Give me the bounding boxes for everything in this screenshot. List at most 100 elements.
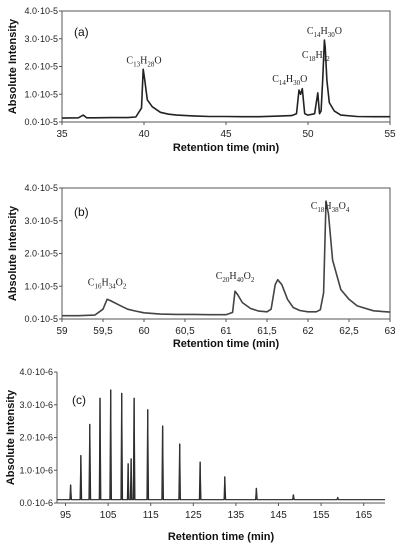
formula-part: H [286, 74, 293, 85]
x-tick-label-c: 105 [100, 510, 117, 521]
x-tick-label-b: 59,5 [93, 326, 113, 337]
peak-annotation-a: C13H28O [126, 55, 161, 68]
x-tick-label-a: 35 [56, 129, 68, 140]
y-tick-label-c: 2.0·10-6 [19, 433, 53, 443]
formula-part: O [116, 277, 123, 288]
y-tick-label-c: 3.0·10-6 [19, 400, 53, 410]
peak-annotation-b: C18H38O4 [311, 201, 350, 214]
y-tick-label-a: 4.0·10-5 [24, 6, 58, 16]
y-tick-label-a: 3.0·10-5 [24, 34, 58, 44]
formula-part: 34 [109, 282, 117, 290]
formula-part: H [140, 55, 147, 66]
peak-annotation-b: C20H40O2 [216, 271, 255, 284]
x-tick-label-a: 45 [220, 129, 232, 140]
x-tick-label-b: 60,5 [175, 326, 195, 337]
formula-part: 4 [346, 206, 350, 214]
formula-part: 40 [237, 276, 245, 284]
x-tick-label-b: 61 [220, 326, 232, 337]
y-tick-label-a: 0.0·10-5 [24, 117, 58, 127]
y-axis-label-c: Absolute Intensity [5, 389, 17, 485]
x-axis-label-c: Retention time (min) [168, 531, 275, 543]
formula-part: 2 [123, 282, 127, 290]
y-tick-label-a: 2.0·10-5 [24, 62, 58, 72]
x-tick-label-c: 145 [270, 510, 287, 521]
formula-part: 38 [332, 206, 340, 214]
formula-part: 30 [328, 31, 336, 39]
panel-label-a: (a) [74, 25, 89, 39]
formula-part: O [244, 271, 251, 282]
formula-part: 16 [94, 282, 102, 290]
x-tick-label-b: 62,5 [339, 326, 359, 337]
peak-annotation-b: C16H34O2 [88, 277, 127, 290]
formula-part: 14 [314, 31, 322, 39]
y-tick-label-b: 0.0·10-5 [24, 314, 58, 324]
x-axis-label-b: Retention time (min) [173, 338, 280, 350]
x-tick-label-a: 50 [302, 129, 314, 140]
y-tick-label-c: 1.0·10-6 [19, 465, 53, 475]
chart-b-svg: 0.0·10-5 1.0·10-5 2.0·10-5 3.0·10-5 4.0·10-5… [7, 183, 396, 350]
formula-part: C [307, 26, 314, 37]
chart-panel-b: 0.0·10-5 1.0·10-5 2.0·10-5 3.0·10-5 4.0·10-5… [0, 182, 402, 364]
formula-part: 18 [317, 206, 325, 214]
y-tick-label-b: 4.0·10-5 [24, 183, 58, 193]
formula-part: 13 [133, 60, 141, 68]
panel-label-b: (b) [74, 205, 89, 219]
data-trace-a [61, 39, 390, 119]
panel-label-c: (c) [72, 393, 86, 407]
peak-annotation-a: C18H22 [302, 50, 330, 63]
formula-part: 18 [309, 55, 317, 63]
formula-part: C [126, 55, 133, 66]
formula-part: 28 [147, 60, 155, 68]
y-tick-label-c: 0.0·10-6 [19, 498, 53, 508]
peak-annotation-a: C14H30O [307, 26, 342, 39]
y-tick-label-b: 3.0·10-5 [24, 216, 58, 226]
formula-part: 20 [222, 276, 230, 284]
x-axis-label-a: Retention time (min) [173, 142, 280, 154]
formula-part: 30 [293, 79, 301, 87]
x-tick-label-b: 59 [56, 326, 68, 337]
formula-part: C [302, 50, 309, 61]
formula-part: H [316, 50, 323, 61]
y-tick-label-b: 1.0·10-5 [24, 281, 58, 291]
y-axis-label-b: Absolute Intensity [7, 205, 19, 301]
peak-annotation-a: C14H30O [272, 74, 307, 87]
formula-part: O [154, 55, 161, 66]
formula-part: 22 [323, 55, 331, 63]
formula-part: H [101, 277, 108, 288]
formula-part: H [321, 26, 328, 37]
x-tick-label-c: 165 [355, 510, 372, 521]
data-trace-b [62, 200, 391, 317]
chart-c-svg: 0.0·10-6 1.0·10-6 2.0·10-6 3.0·10-6 4.0·10-6… [5, 367, 385, 543]
x-tick-label-a: 40 [138, 129, 150, 140]
formula-part: C [88, 277, 95, 288]
x-tick-label-c: 155 [313, 510, 330, 521]
x-tick-label-c: 115 [143, 510, 159, 521]
formula-part: O [339, 201, 346, 212]
y-tick-label-b: 2.0·10-5 [24, 249, 58, 259]
x-tick-label-c: 125 [185, 510, 202, 521]
chart-panel-a: 0.0·10-5 1.0·10-5 2.0·10-5 3.0·10-5 4.0·10-5… [0, 0, 402, 180]
formula-part: C [272, 74, 279, 85]
y-tick-label-a: 1.0·10-5 [24, 89, 58, 99]
formula-part: H [324, 201, 331, 212]
formula-part: C [216, 271, 223, 282]
data-trace-c [57, 389, 385, 501]
x-tick-label-b: 61,5 [257, 326, 277, 337]
x-tick-label-b: 62 [302, 326, 314, 337]
x-tick-label-a: 55 [384, 129, 396, 140]
formula-part: O [300, 74, 307, 85]
formula-part: 2 [251, 276, 255, 284]
formula-part: O [335, 26, 342, 37]
chart-a-svg: 0.0·10-5 1.0·10-5 2.0·10-5 3.0·10-5 4.0·10-5… [7, 6, 396, 154]
formula-part: C [311, 201, 318, 212]
x-tick-label-b: 60 [138, 326, 150, 337]
x-tick-label-c: 95 [60, 510, 72, 521]
y-axis-label-a: Absolute Intensity [7, 18, 19, 114]
chart-panel-c: 0.0·10-6 1.0·10-6 2.0·10-6 3.0·10-6 4.0·10-6… [0, 366, 402, 550]
formula-part: 14 [279, 79, 287, 87]
y-tick-label-c: 4.0·10-6 [19, 367, 53, 377]
formula-part: H [229, 271, 236, 282]
x-tick-label-b: 63 [384, 326, 396, 337]
x-tick-label-c: 135 [228, 510, 245, 521]
